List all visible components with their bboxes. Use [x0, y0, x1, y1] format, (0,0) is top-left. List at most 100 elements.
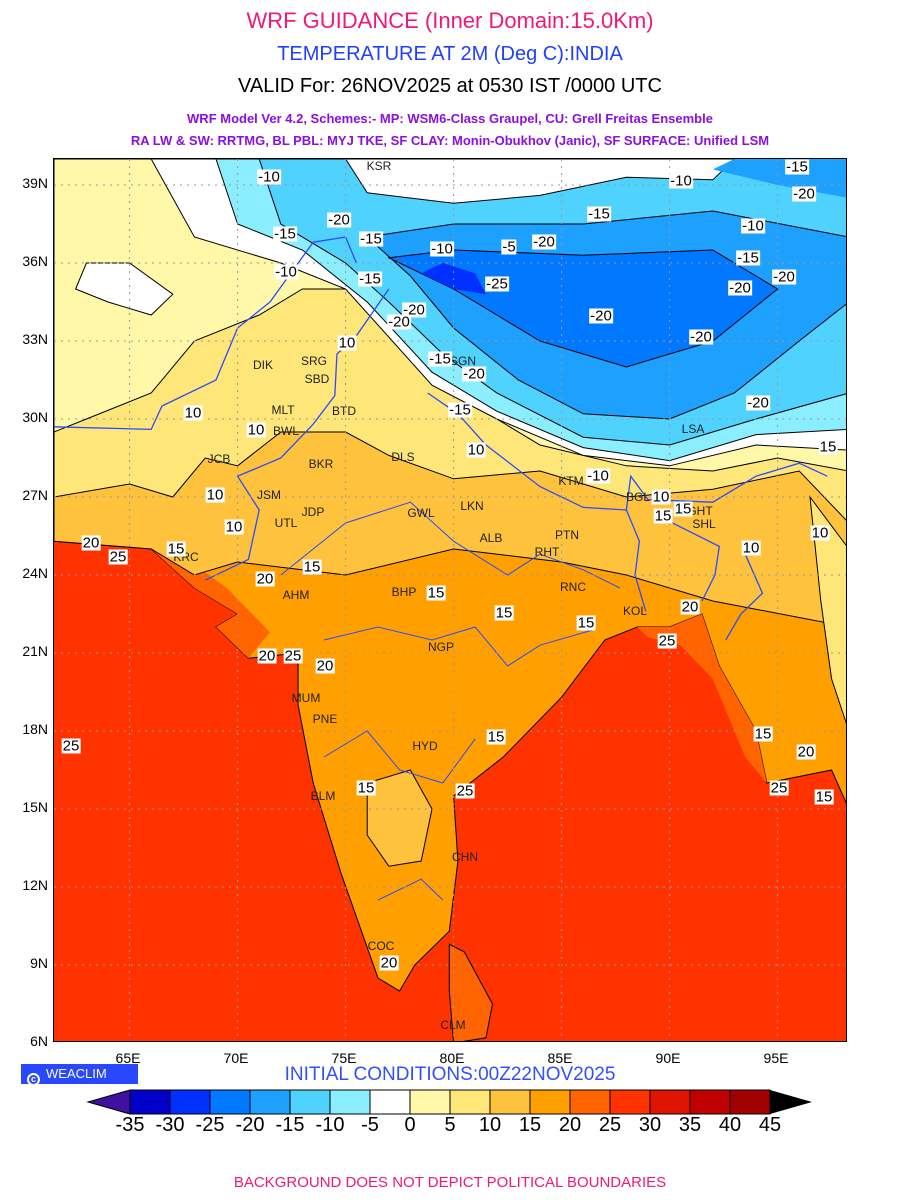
colorbar-under-arrow [86, 1089, 131, 1115]
colorbar-label: -15 [275, 1114, 305, 1136]
watermark-text: WEACLIM [46, 1066, 107, 1081]
contour-label: -20 [728, 279, 752, 297]
colorbar-label: 15 [518, 1114, 542, 1136]
contour-label: -20 [589, 307, 613, 325]
colorbar-swatch [409, 1089, 451, 1115]
contour-label: 10 [337, 334, 357, 352]
colorbar-swatch [249, 1089, 291, 1115]
city-label: KTM [558, 474, 584, 488]
colorbar-swatch [569, 1089, 611, 1115]
latitude-tick-label: 24N [22, 565, 48, 581]
city-label: NGP [427, 640, 455, 654]
sri-lanka [448, 943, 494, 1041]
city-label: BLM [310, 789, 336, 803]
city-label: MLT [271, 403, 295, 417]
contour-label: -15 [359, 230, 383, 248]
colorbar-label: -30 [155, 1114, 185, 1136]
city-label: SHL [692, 517, 716, 531]
colorbar-swatch [129, 1089, 171, 1115]
colorbar [86, 1089, 812, 1115]
contour-label: 25 [455, 782, 475, 800]
colorbar-swatch [729, 1089, 771, 1115]
colorbar-swatch [609, 1089, 651, 1115]
contour-label: -10 [586, 467, 610, 485]
contour-label: -5 [501, 238, 517, 256]
latitude-tick-label: 6N [30, 1033, 48, 1049]
contour-label: -10 [741, 217, 765, 235]
contour-label: 15 [426, 584, 446, 602]
longitude-tick-label: 90E [655, 1050, 681, 1066]
city-label: BGL [625, 490, 651, 504]
contour-label: -15 [428, 350, 452, 368]
colorbar-label: 40 [718, 1114, 742, 1136]
colorbar-swatch [649, 1089, 691, 1115]
contour-label: 20 [315, 657, 335, 675]
city-label: PTN [555, 528, 579, 542]
contour-label: -10 [274, 263, 298, 281]
contour-label: -15 [587, 205, 611, 223]
colorbar-label: 25 [598, 1114, 622, 1136]
city-label: KOL [622, 604, 648, 618]
valid-time: VALID For: 26NOV2025 at 0530 IST /0000 U… [238, 75, 662, 97]
colorbar-swatch [369, 1089, 411, 1115]
city-label: BTD [332, 404, 356, 418]
copyright-icon: c [27, 1073, 40, 1086]
latitude-tick-label: 12N [22, 877, 48, 893]
variable-title: TEMPERATURE AT 2M (Deg C):INDIA [277, 43, 623, 65]
contour-label: 10 [651, 488, 671, 506]
colorbar-over-arrow [770, 1090, 812, 1114]
city-label: MUM [291, 691, 321, 705]
city-label: SGN [449, 354, 477, 368]
city-label: LKN [460, 499, 484, 513]
state-line-north [280, 501, 621, 589]
border-bangladesh [667, 519, 720, 602]
contour-label: 20 [81, 534, 101, 552]
latitude-tick-label: 39N [22, 175, 48, 191]
latitude-tick-label: 15N [22, 799, 48, 815]
border-myanmar [725, 553, 764, 641]
contour-label: 20 [257, 647, 277, 665]
contour-label: 25 [657, 632, 677, 650]
contour-label: -15 [736, 249, 760, 267]
contour-label: -20 [327, 211, 351, 229]
colorbar-swatch [209, 1089, 251, 1115]
contour-label: -25 [485, 275, 509, 293]
contour-label: 25 [61, 737, 81, 755]
city-label: JDP [301, 505, 325, 519]
contour-label: 10 [183, 404, 203, 422]
longitude-tick-label: 95E [763, 1050, 789, 1066]
contour-label: -10 [430, 240, 454, 258]
city-label: DLS [391, 450, 415, 464]
city-label: PNE [312, 712, 338, 726]
afghan-highland [74, 262, 174, 316]
initial-conditions: INITIAL CONDITIONS:00Z22NOV2025 [284, 1064, 616, 1085]
bay-coast-20-25 [637, 614, 767, 783]
contour-label: 25 [769, 779, 789, 797]
city-label: BHP [391, 585, 417, 599]
city-label: UTL [274, 516, 298, 530]
border-himalaya [427, 392, 828, 511]
contour-label: 20 [796, 743, 816, 761]
colorbar-label: 10 [478, 1114, 502, 1136]
contour-label: 15 [814, 788, 834, 806]
contour-label: 20 [379, 954, 399, 972]
city-label: RNC [560, 580, 586, 594]
contour-label: 15 [486, 728, 506, 746]
contour-label: 15 [494, 604, 514, 622]
contour-label: -15 [358, 270, 382, 288]
colorbar-label: -20 [235, 1114, 265, 1136]
contour-label: 10 [741, 539, 761, 557]
city-label: DIK [252, 358, 274, 372]
contour-label: 25 [283, 647, 303, 665]
weaclim-logo: c WEACLIM [21, 1064, 138, 1086]
contour-label: -20 [689, 328, 713, 346]
contour-label: 15 [753, 725, 773, 743]
city-label: KSR [366, 159, 392, 173]
longitude-tick-label: 80E [439, 1050, 465, 1066]
city-label: COC [367, 939, 395, 953]
contour-label: 10 [810, 524, 830, 542]
contour-label: -20 [387, 313, 411, 331]
contour-label: 10 [466, 441, 486, 459]
state-line-central [323, 626, 595, 667]
contour-label: -20 [462, 365, 486, 383]
